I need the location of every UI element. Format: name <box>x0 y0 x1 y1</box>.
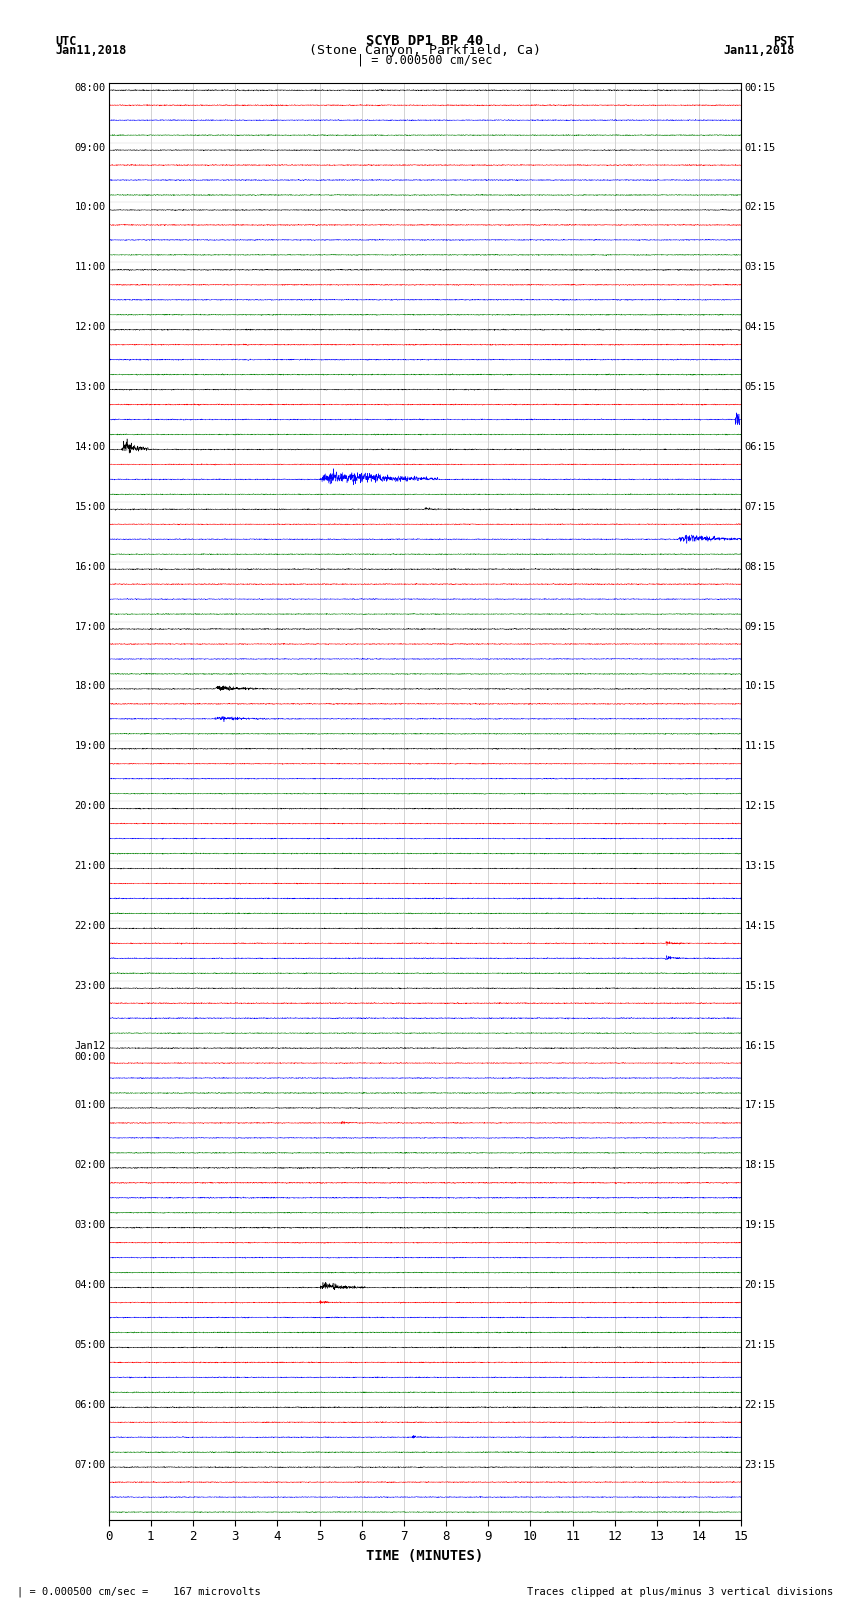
Text: | = 0.000500 cm/sec =    167 microvolts: | = 0.000500 cm/sec = 167 microvolts <box>17 1586 261 1597</box>
Text: | = 0.000500 cm/sec: | = 0.000500 cm/sec <box>357 53 493 66</box>
Text: PST: PST <box>774 34 795 47</box>
Text: (Stone Canyon, Parkfield, Ca): (Stone Canyon, Parkfield, Ca) <box>309 44 541 58</box>
Text: SCYB DP1 BP 40: SCYB DP1 BP 40 <box>366 34 484 47</box>
Text: Jan11,2018: Jan11,2018 <box>723 44 795 58</box>
Text: Jan11,2018: Jan11,2018 <box>55 44 127 58</box>
X-axis label: TIME (MINUTES): TIME (MINUTES) <box>366 1548 484 1563</box>
Text: UTC: UTC <box>55 34 76 47</box>
Text: Traces clipped at plus/minus 3 vertical divisions: Traces clipped at plus/minus 3 vertical … <box>527 1587 833 1597</box>
